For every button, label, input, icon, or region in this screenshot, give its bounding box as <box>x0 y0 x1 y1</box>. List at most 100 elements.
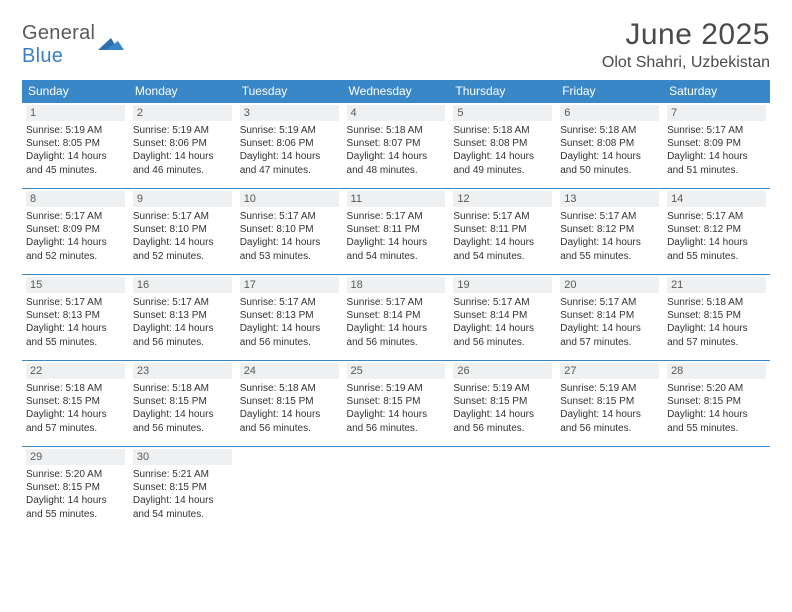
calendar-day-cell: 27 Sunrise: 5:19 AMSunset: 8:15 PMDayligh… <box>556 361 663 447</box>
day-number: 27 <box>560 363 659 379</box>
day-details: Sunrise: 5:19 AMSunset: 8:15 PMDaylight:… <box>453 382 552 435</box>
day-details: Sunrise: 5:18 AMSunset: 8:08 PMDaylight:… <box>453 124 552 177</box>
day-number: 11 <box>347 191 446 207</box>
day-number: 21 <box>667 277 766 293</box>
day-number: 7 <box>667 105 766 121</box>
calendar-week-row: 15Sunrise: 5:17 AMSunset: 8:13 PMDayligh… <box>22 275 770 361</box>
day-details: Sunrise: 5:18 AMSunset: 8:07 PMDaylight:… <box>347 124 446 177</box>
calendar-empty-cell <box>556 447 663 533</box>
day-number: 29 <box>26 449 125 465</box>
day-details: Sunrise: 5:19 AMSunset: 8:15 PMDaylight:… <box>347 382 446 435</box>
day-details: Sunrise: 5:17 AMSunset: 8:09 PMDaylight:… <box>667 124 766 177</box>
day-details: Sunrise: 5:20 AMSunset: 8:15 PMDaylight:… <box>26 468 125 521</box>
day-number: 5 <box>453 105 552 121</box>
day-details: Sunrise: 5:17 AMSunset: 8:13 PMDaylight:… <box>240 296 339 349</box>
calendar-day-cell: 1 Sunrise: 5:19 AMSunset: 8:05 PMDaylight… <box>22 103 129 189</box>
day-number: 22 <box>26 363 125 379</box>
weekday-header: Sunday <box>22 80 129 103</box>
calendar-day-cell: 18 Sunrise: 5:17 AMSunset: 8:14 PMDayligh… <box>343 275 450 361</box>
day-details: Sunrise: 5:18 AMSunset: 8:15 PMDaylight:… <box>26 382 125 435</box>
day-number: 16 <box>133 277 232 293</box>
day-number: 26 <box>453 363 552 379</box>
logo-mark-icon <box>98 34 124 57</box>
day-number: 9 <box>133 191 232 207</box>
day-number: 4 <box>347 105 446 121</box>
day-details: Sunrise: 5:20 AMSunset: 8:15 PMDaylight:… <box>667 382 766 435</box>
calendar-empty-cell <box>343 447 450 533</box>
weekday-header: Tuesday <box>236 80 343 103</box>
day-details: Sunrise: 5:19 AMSunset: 8:06 PMDaylight:… <box>240 124 339 177</box>
day-number: 6 <box>560 105 659 121</box>
day-details: Sunrise: 5:17 AMSunset: 8:10 PMDaylight:… <box>240 210 339 263</box>
day-number: 12 <box>453 191 552 207</box>
day-number: 14 <box>667 191 766 207</box>
logo: General Blue <box>22 22 124 68</box>
calendar-day-cell: 9 Sunrise: 5:17 AMSunset: 8:10 PMDaylight… <box>129 189 236 275</box>
day-details: Sunrise: 5:17 AMSunset: 8:13 PMDaylight:… <box>26 296 125 349</box>
day-number: 23 <box>133 363 232 379</box>
calendar-day-cell: 3 Sunrise: 5:19 AMSunset: 8:06 PMDaylight… <box>236 103 343 189</box>
calendar-day-cell: 10Sunrise: 5:17 AMSunset: 8:10 PMDayligh… <box>236 189 343 275</box>
day-number: 8 <box>26 191 125 207</box>
day-details: Sunrise: 5:18 AMSunset: 8:15 PMDaylight:… <box>240 382 339 435</box>
calendar-day-cell: 25 Sunrise: 5:19 AMSunset: 8:15 PMDayligh… <box>343 361 450 447</box>
calendar-week-row: 29 Sunrise: 5:20 AMSunset: 8:15 PMDayligh… <box>22 447 770 533</box>
calendar-day-cell: 14Sunrise: 5:17 AMSunset: 8:12 PMDayligh… <box>663 189 770 275</box>
month-title: June 2025 <box>602 18 770 52</box>
day-details: Sunrise: 5:17 AMSunset: 8:10 PMDaylight:… <box>133 210 232 263</box>
calendar-empty-cell <box>663 447 770 533</box>
calendar-day-cell: 30 Sunrise: 5:21 AMSunset: 8:15 PMDayligh… <box>129 447 236 533</box>
weekday-header: Wednesday <box>343 80 450 103</box>
calendar-day-cell: 19 Sunrise: 5:17 AMSunset: 8:14 PMDayligh… <box>449 275 556 361</box>
calendar-day-cell: 15Sunrise: 5:17 AMSunset: 8:13 PMDayligh… <box>22 275 129 361</box>
calendar-day-cell: 11 Sunrise: 5:17 AMSunset: 8:11 PMDayligh… <box>343 189 450 275</box>
day-details: Sunrise: 5:17 AMSunset: 8:11 PMDaylight:… <box>453 210 552 263</box>
weekday-header: Saturday <box>663 80 770 103</box>
logo-text-left: General <box>22 22 95 44</box>
day-details: Sunrise: 5:18 AMSunset: 8:15 PMDaylight:… <box>667 296 766 349</box>
day-number: 25 <box>347 363 446 379</box>
calendar-day-cell: 26 Sunrise: 5:19 AMSunset: 8:15 PMDayligh… <box>449 361 556 447</box>
day-details: Sunrise: 5:19 AMSunset: 8:05 PMDaylight:… <box>26 124 125 177</box>
page-header: General Blue June 2025 Olot Shahri, Uzbe… <box>22 18 770 72</box>
calendar-day-cell: 29 Sunrise: 5:20 AMSunset: 8:15 PMDayligh… <box>22 447 129 533</box>
day-number: 3 <box>240 105 339 121</box>
calendar-table: SundayMondayTuesdayWednesdayThursdayFrid… <box>22 80 770 533</box>
day-details: Sunrise: 5:17 AMSunset: 8:13 PMDaylight:… <box>133 296 232 349</box>
calendar-day-cell: 20Sunrise: 5:17 AMSunset: 8:14 PMDayligh… <box>556 275 663 361</box>
calendar-empty-cell <box>236 447 343 533</box>
calendar-week-row: 8 Sunrise: 5:17 AMSunset: 8:09 PMDaylight… <box>22 189 770 275</box>
calendar-day-cell: 12 Sunrise: 5:17 AMSunset: 8:11 PMDayligh… <box>449 189 556 275</box>
day-number: 24 <box>240 363 339 379</box>
day-details: Sunrise: 5:17 AMSunset: 8:14 PMDaylight:… <box>453 296 552 349</box>
day-details: Sunrise: 5:17 AMSunset: 8:09 PMDaylight:… <box>26 210 125 263</box>
day-number: 20 <box>560 277 659 293</box>
calendar-day-cell: 6 Sunrise: 5:18 AMSunset: 8:08 PMDaylight… <box>556 103 663 189</box>
calendar-week-row: 22 Sunrise: 5:18 AMSunset: 8:15 PMDayligh… <box>22 361 770 447</box>
location-label: Olot Shahri, Uzbekistan <box>602 54 770 72</box>
day-details: Sunrise: 5:21 AMSunset: 8:15 PMDaylight:… <box>133 468 232 521</box>
weekday-header: Friday <box>556 80 663 103</box>
calendar-day-cell: 21 Sunrise: 5:18 AMSunset: 8:15 PMDayligh… <box>663 275 770 361</box>
weekday-header: Monday <box>129 80 236 103</box>
calendar-day-cell: 7 Sunrise: 5:17 AMSunset: 8:09 PMDaylight… <box>663 103 770 189</box>
calendar-day-cell: 13Sunrise: 5:17 AMSunset: 8:12 PMDayligh… <box>556 189 663 275</box>
day-details: Sunrise: 5:17 AMSunset: 8:11 PMDaylight:… <box>347 210 446 263</box>
calendar-week-row: 1 Sunrise: 5:19 AMSunset: 8:05 PMDaylight… <box>22 103 770 189</box>
day-number: 19 <box>453 277 552 293</box>
day-number: 2 <box>133 105 232 121</box>
day-details: Sunrise: 5:19 AMSunset: 8:15 PMDaylight:… <box>560 382 659 435</box>
day-details: Sunrise: 5:17 AMSunset: 8:14 PMDaylight:… <box>347 296 446 349</box>
day-number: 18 <box>347 277 446 293</box>
calendar-empty-cell <box>449 447 556 533</box>
calendar-day-cell: 23Sunrise: 5:18 AMSunset: 8:15 PMDayligh… <box>129 361 236 447</box>
day-details: Sunrise: 5:18 AMSunset: 8:08 PMDaylight:… <box>560 124 659 177</box>
day-number: 1 <box>26 105 125 121</box>
calendar-day-cell: 4 Sunrise: 5:18 AMSunset: 8:07 PMDaylight… <box>343 103 450 189</box>
day-number: 17 <box>240 277 339 293</box>
day-details: Sunrise: 5:19 AMSunset: 8:06 PMDaylight:… <box>133 124 232 177</box>
day-details: Sunrise: 5:17 AMSunset: 8:12 PMDaylight:… <box>560 210 659 263</box>
calendar-day-cell: 5 Sunrise: 5:18 AMSunset: 8:08 PMDaylight… <box>449 103 556 189</box>
day-number: 28 <box>667 363 766 379</box>
day-number: 30 <box>133 449 232 465</box>
